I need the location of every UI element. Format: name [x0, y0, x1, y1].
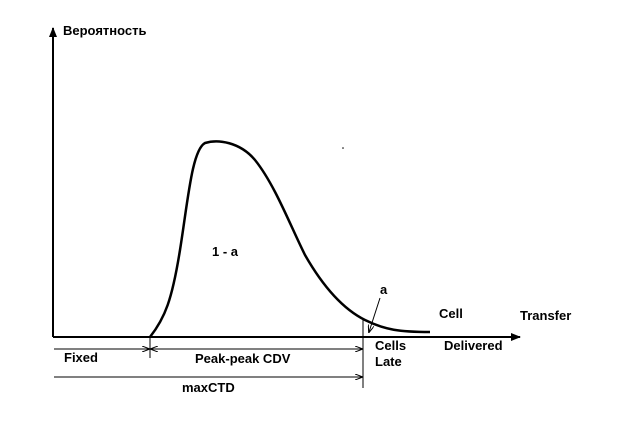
fixed-delay-label: Fixed — [64, 350, 98, 365]
cells-late-label-line2: Late — [375, 354, 402, 369]
peak-cdv-label: Peak-peak CDV — [195, 351, 291, 366]
area-label-tail: a — [380, 282, 388, 297]
max-ctd-label: maxCTD — [182, 380, 235, 395]
cells-late-label-line1: Cells — [375, 338, 406, 353]
area-label-main: 1 - a — [212, 244, 239, 259]
tail-pointer-line — [369, 297, 381, 332]
stray-dot — [342, 147, 344, 149]
y-axis-label: Вероятность — [63, 23, 147, 38]
delay-distribution-curve — [149, 140, 431, 338]
delivered-label: Delivered — [444, 338, 503, 353]
cell-label: Cell — [439, 306, 463, 321]
x-axis-label: Transfer — [520, 308, 571, 323]
